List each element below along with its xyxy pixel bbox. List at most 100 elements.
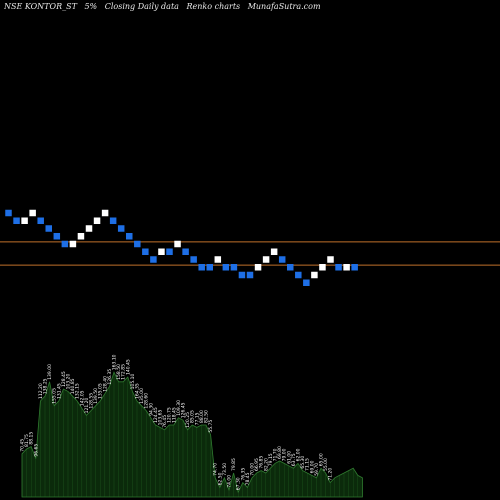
volume-label: 155.05 — [52, 388, 58, 404]
volume-label: 96.65 — [33, 444, 39, 457]
renko-brick-up — [158, 248, 165, 255]
volume-label: 61.00 — [286, 451, 292, 464]
volume-label: 132.15 — [75, 383, 81, 399]
volume-label: 120.25 — [185, 412, 191, 428]
chart-style-label: Renko charts — [186, 2, 241, 11]
volume-label: 88.15 — [29, 432, 35, 445]
volume-label: 163.10 — [112, 354, 118, 370]
renko-brick-down — [61, 240, 69, 248]
volume-label: 158.50 — [116, 364, 122, 380]
renko-brick-down — [45, 225, 52, 232]
site-label: MunafaSutra.com — [247, 2, 321, 11]
renko-brick-down — [5, 209, 12, 217]
renko-brick-up — [77, 233, 85, 240]
renko-brick-up — [101, 209, 109, 217]
renko-brick-down — [206, 264, 213, 271]
renko-brick-down — [246, 271, 254, 279]
volume-label: 172.85 — [121, 364, 127, 380]
volume-label: 71.15 — [305, 458, 311, 471]
volume-label: 71.20 — [328, 468, 334, 481]
volume-label: 142.05 — [79, 390, 85, 406]
renko-brick-down — [142, 248, 149, 255]
volume-label: 67.30 — [236, 477, 242, 490]
renko-brick-down — [238, 271, 246, 279]
renko-brick-up — [254, 264, 262, 271]
volume-label: 128.60 — [144, 393, 150, 409]
renko-brick-up — [319, 264, 326, 271]
renko-brick-up — [21, 217, 28, 224]
renko-brick-up — [311, 271, 318, 279]
volume-label: 55.75 — [208, 420, 214, 433]
renko-brick-up — [343, 264, 350, 271]
volume-label: 103.20 — [66, 374, 72, 390]
volume-label: 65.30 — [300, 456, 306, 469]
renko-brick-down — [222, 264, 230, 271]
volume-label: 139.50 — [93, 388, 99, 404]
volume-label: 74.70 — [213, 463, 219, 476]
renko-brick-down — [182, 248, 189, 255]
volume-label: 140.45 — [125, 359, 131, 375]
renko-brick-up — [327, 256, 334, 263]
volume-label: 121.20 — [84, 398, 90, 414]
volume-label: 59.70 — [314, 463, 320, 476]
volume-label: 62.50 — [217, 472, 223, 485]
symbol-label: NSE KONTOR_ST — [4, 2, 77, 11]
volume-label: 65.00 — [319, 453, 325, 466]
renko-brick-down — [230, 264, 238, 271]
renko-brick-down — [37, 217, 44, 224]
volume-label: 82.50 — [204, 410, 210, 423]
volume-label: 128.45 — [61, 371, 67, 387]
chart-header: NSE KONTOR_ST 5% Closing Daily data Renk… — [4, 2, 484, 14]
chart-kind-label: Closing Daily data — [104, 2, 179, 11]
renko-brick-up — [29, 209, 36, 217]
volume-label: 118.45 — [171, 407, 177, 423]
renko-brick-up — [270, 248, 278, 255]
volume-label: 76.45 — [162, 415, 168, 428]
volume-label: 79.00 — [282, 448, 288, 461]
renko-brick-down — [190, 256, 197, 263]
volume-label: 74.00 — [227, 475, 233, 488]
renko-brick-down — [13, 217, 20, 224]
volume-label: 109.30 — [176, 400, 182, 416]
renko-brick-up — [69, 240, 77, 248]
volume-label: 103.65 — [158, 410, 164, 426]
volume-label: 62.00 — [296, 448, 302, 461]
volume-label: 140.85 — [70, 378, 76, 394]
volume-label: 164.35 — [135, 383, 141, 399]
renko-brick-down — [166, 248, 173, 255]
volume-label: 70.45 — [20, 439, 26, 452]
volume-label: 69.00 — [309, 460, 315, 473]
renko-brick-up — [85, 225, 93, 232]
volume-label: 135.05 — [98, 383, 104, 399]
renko-brick-down — [134, 240, 141, 248]
volume-label: 112.20 — [38, 383, 44, 399]
volume-label: 79.85 — [231, 458, 237, 471]
volume-label: 82.20 — [263, 458, 269, 471]
volume-label: 138.25 — [43, 378, 49, 394]
volume-label: 77.15 — [194, 412, 200, 425]
volume-label: 78.45 — [245, 472, 251, 485]
volume-label: 70.00 — [250, 463, 256, 476]
volume-label: 76.35 — [240, 468, 246, 481]
volume-label: 69.80 — [277, 446, 283, 459]
volume-label: 128.55 — [89, 393, 95, 409]
renko-brick-down — [287, 264, 294, 271]
volume-label: 63.75 — [291, 453, 297, 466]
renko-brick-down — [335, 264, 342, 271]
renko-brick-down — [198, 264, 205, 271]
volume-label: 131.45 — [56, 383, 62, 399]
renko-brick-down — [53, 233, 61, 240]
renko-brick-up — [214, 256, 222, 263]
volume-label: 139.00 — [47, 364, 53, 380]
volume-label: 71.70 — [273, 448, 279, 461]
volume-label: 79.15 — [268, 453, 274, 466]
volume-label: 85.05 — [190, 410, 196, 423]
renko-brick-up — [93, 217, 101, 224]
volume-label: 94.30 — [148, 403, 154, 416]
renko-brick-up — [262, 256, 270, 263]
volume-label: 105.10 — [130, 374, 136, 390]
volume-label: 124.45 — [153, 407, 159, 423]
volume-label: 88.00 — [199, 410, 205, 423]
